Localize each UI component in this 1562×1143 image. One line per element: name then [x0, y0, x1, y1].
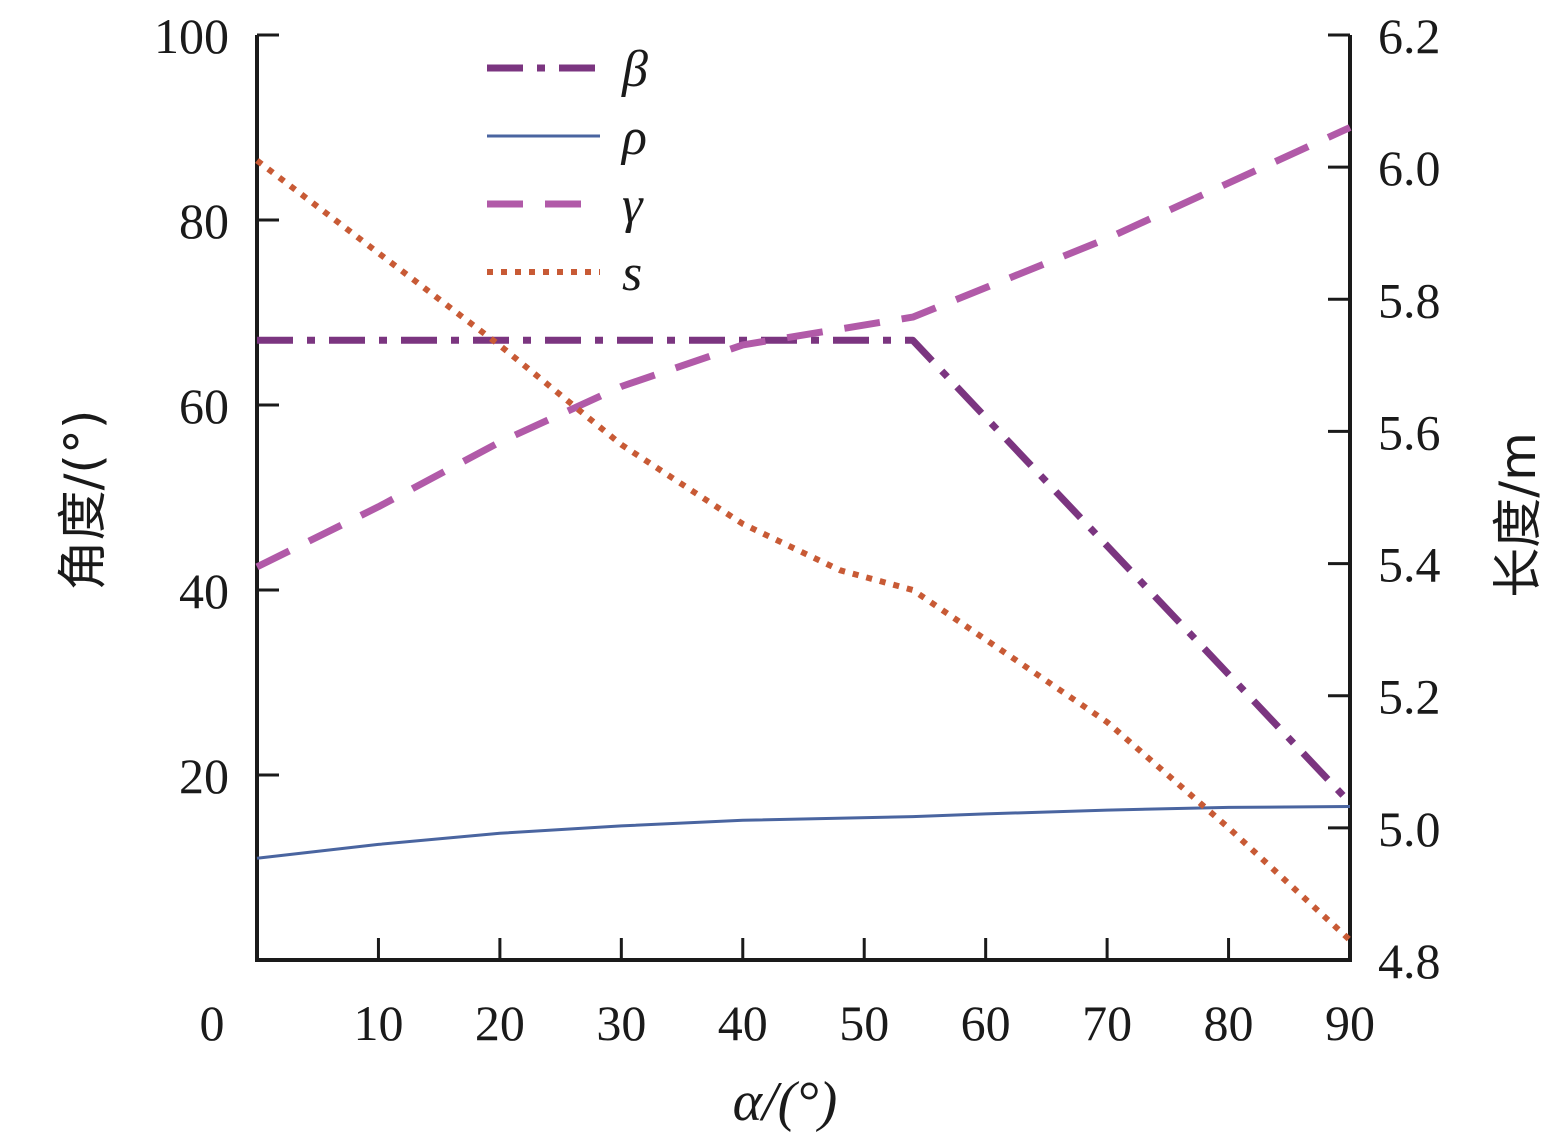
series-line-1 — [256, 805, 1351, 860]
y-right-tick-label: 4.8 — [1378, 933, 1441, 989]
legend-label-0: β — [621, 41, 648, 98]
series-line-0 — [257, 336, 1353, 806]
y-left-tick-label: 60 — [179, 378, 229, 434]
y-right-tick-label: 6.0 — [1378, 140, 1441, 196]
y-right-tick-label: 5.0 — [1378, 801, 1441, 857]
y-right-tick-label: 6.2 — [1378, 8, 1441, 64]
series-line-3 — [255, 158, 1353, 943]
x-tick-label: 0 — [200, 995, 225, 1051]
y-right-tick-label: 5.8 — [1378, 272, 1441, 328]
y-left-tick-label: 100 — [154, 8, 229, 64]
ticks: 0 10 20 30 40 50 60 70 80 90 20 40 60 80 100 4.8 5.0 5.2 5… — [154, 8, 1441, 1051]
y-right-tick-label: 5.4 — [1378, 537, 1441, 593]
y-left-tick-label: 40 — [179, 563, 229, 619]
y-right-tick-label: 5.2 — [1378, 669, 1441, 725]
x-tick-label: 50 — [839, 995, 889, 1051]
x-tick-label: 70 — [1082, 995, 1132, 1051]
y-left-tick-label: 20 — [179, 748, 229, 804]
x-axis-title-text: α/(°) — [733, 1071, 838, 1133]
x-tick-label: 30 — [596, 995, 646, 1051]
x-tick-label: 90 — [1325, 995, 1375, 1051]
legend-label-2: γ — [622, 177, 644, 234]
series-layer — [255, 124, 1353, 943]
y-left-tick-label: 80 — [179, 193, 229, 249]
legend-label-3: s — [622, 245, 642, 302]
y-right-tick-label: 5.6 — [1378, 404, 1441, 460]
x-axis-title: α/(°) — [733, 1071, 838, 1133]
axes — [255, 35, 1352, 962]
legend-label-1: ρ — [620, 109, 647, 166]
x-tick-label: 20 — [475, 995, 525, 1051]
series-line-2 — [255, 124, 1352, 571]
x-tick-label: 10 — [353, 995, 403, 1051]
y-right-axis-title: 长度/m — [1489, 432, 1547, 598]
y-left-axis-title: 角度/(°) — [54, 410, 112, 591]
x-tick-label: 80 — [1204, 995, 1254, 1051]
x-tick-label: 60 — [961, 995, 1011, 1051]
x-tick-label: 40 — [718, 995, 768, 1051]
